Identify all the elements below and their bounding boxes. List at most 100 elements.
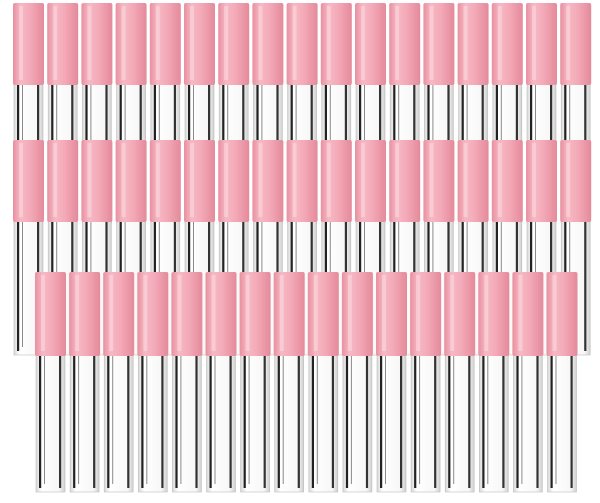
tube-stripe <box>127 356 130 488</box>
cap-highlight <box>497 143 502 217</box>
lip-gloss-tube <box>171 272 203 493</box>
cap-highlight <box>395 6 400 80</box>
tube-stripe <box>584 222 587 351</box>
tube-stripe <box>107 356 110 488</box>
cap-highlight <box>361 143 365 217</box>
tube-stripe <box>17 222 20 351</box>
tube-cap <box>13 140 44 222</box>
tube-cap <box>47 140 79 222</box>
tube-cap <box>491 3 523 85</box>
cap-highlight <box>463 6 468 80</box>
lip-gloss-tube <box>376 272 407 493</box>
tube-cap <box>171 272 203 356</box>
tube-cap <box>526 140 557 222</box>
cap-highlight <box>75 275 80 351</box>
tube-stripe <box>229 356 232 488</box>
tube-cap <box>149 3 181 85</box>
cap-highlight <box>450 275 455 351</box>
tube-stripe <box>316 356 318 484</box>
lip-gloss-tube <box>341 272 373 493</box>
tube-stripe <box>277 356 280 488</box>
tube-stripe <box>555 356 557 484</box>
lip-gloss-tube <box>205 272 237 493</box>
tube-stripe <box>180 356 182 484</box>
tube-cap <box>526 3 557 85</box>
tube-stripe <box>487 356 489 484</box>
cap-highlight <box>532 6 536 80</box>
tube-cap <box>218 140 250 222</box>
cap-highlight <box>121 143 126 217</box>
tube-stripe <box>214 356 216 484</box>
tube-cap <box>478 272 510 356</box>
tube-cap <box>184 3 215 85</box>
tube-cap <box>423 3 455 85</box>
cap-highlight <box>292 6 297 80</box>
tube-cap <box>423 140 455 222</box>
tube-stripe <box>502 356 505 488</box>
tube-cap <box>341 272 373 356</box>
lip-gloss-tube <box>307 272 339 493</box>
tube-stripe <box>146 356 148 484</box>
tube-cap <box>252 140 284 222</box>
cap-highlight <box>395 143 400 217</box>
tube-cap <box>47 3 79 85</box>
tube-cap <box>35 272 66 356</box>
cap-highlight <box>224 6 229 80</box>
cap-highlight <box>313 275 318 351</box>
lip-gloss-tube <box>239 272 271 493</box>
tube-cap <box>491 140 523 222</box>
cap-highlight <box>484 275 489 351</box>
cap-highlight <box>382 275 386 351</box>
tube-stripe <box>345 356 349 488</box>
cap-highlight <box>19 143 23 217</box>
cap-highlight <box>190 143 194 217</box>
tube-stripe <box>468 356 471 488</box>
cap-highlight <box>532 143 536 217</box>
cap-highlight <box>552 275 557 351</box>
lip-gloss-tube <box>444 272 476 493</box>
tube-cap <box>273 272 305 356</box>
tube-cap <box>444 272 476 356</box>
tube-cap <box>184 140 215 222</box>
cap-highlight <box>121 6 126 80</box>
cap-highlight <box>326 6 331 80</box>
tube-stripe <box>380 356 383 488</box>
cap-highlight <box>41 275 45 351</box>
cap-highlight <box>347 275 352 351</box>
tube-cap <box>239 272 271 356</box>
tube-stripe <box>141 356 144 488</box>
cap-highlight <box>155 6 160 80</box>
cap-highlight <box>429 6 434 80</box>
tube-cap <box>218 3 250 85</box>
cap-highlight <box>211 275 216 351</box>
tube-stripe <box>453 356 455 484</box>
tube-stripe <box>263 356 266 488</box>
cap-highlight <box>258 143 263 217</box>
tube-stripe <box>59 356 62 488</box>
tube-cap <box>149 140 181 222</box>
cap-highlight <box>463 143 468 217</box>
tube-cap <box>115 140 147 222</box>
tube-stripe <box>282 356 284 484</box>
cap-highlight <box>497 6 502 80</box>
tube-stripe <box>521 356 523 484</box>
tube-cap <box>320 3 352 85</box>
tube-cap <box>560 140 592 222</box>
tube-cap <box>355 3 386 85</box>
tube-cap <box>137 272 169 356</box>
tube-cap <box>81 140 113 222</box>
cap-highlight <box>19 6 23 80</box>
tube-cap <box>546 272 578 356</box>
cap-highlight <box>258 6 263 80</box>
tube-stripe <box>516 356 519 488</box>
tube-cap <box>320 140 352 222</box>
cap-highlight <box>177 275 182 351</box>
cap-highlight <box>155 143 160 217</box>
tube-cap <box>115 3 147 85</box>
lip-gloss-tube <box>273 272 305 493</box>
tube-stripe <box>365 356 369 488</box>
tube-stripe <box>195 356 198 488</box>
tube-cap <box>13 3 44 85</box>
cap-highlight <box>566 143 571 217</box>
